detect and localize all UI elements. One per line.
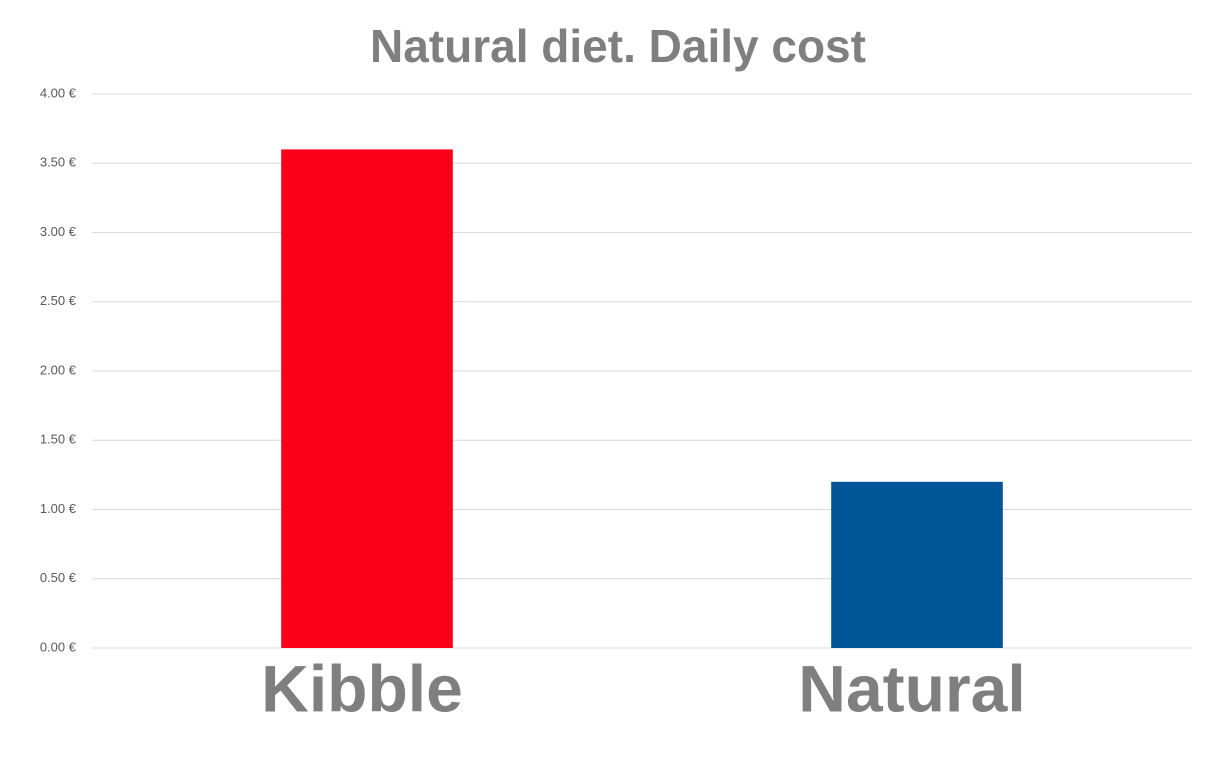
y-tick-label: 4.00 € xyxy=(40,85,77,100)
x-tick-label: Natural xyxy=(798,651,1025,725)
bar xyxy=(831,481,1003,648)
y-tick-label: 2.50 € xyxy=(40,293,77,308)
y-tick-label: 1.00 € xyxy=(40,501,77,516)
y-tick-label: 2.00 € xyxy=(40,362,77,377)
y-tick-label: 3.00 € xyxy=(40,224,77,239)
y-tick-label: 3.50 € xyxy=(40,155,77,170)
y-tick-label: 1.50 € xyxy=(40,432,77,447)
chart-title: Natural diet. Daily cost xyxy=(370,20,866,72)
x-tick-label: Kibble xyxy=(261,651,463,725)
y-tick-label: 0.50 € xyxy=(40,570,77,585)
bar xyxy=(281,149,453,648)
y-tick-label: 0.00 € xyxy=(40,639,77,654)
